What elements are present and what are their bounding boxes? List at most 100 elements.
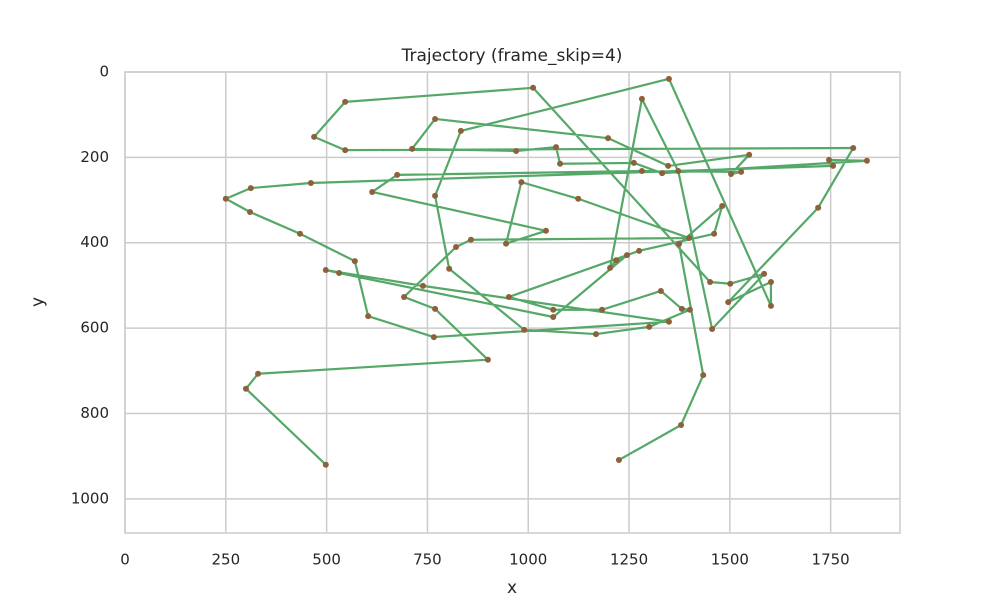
- plot-area: [125, 72, 900, 533]
- trajectory-point: [430, 334, 437, 341]
- trajectory-point: [767, 279, 774, 286]
- trajectory-point: [657, 287, 664, 294]
- trajectory-point: [709, 325, 716, 332]
- trajectory-point: [607, 264, 614, 271]
- trajectory-point: [630, 159, 637, 166]
- trajectory-point: [665, 75, 672, 82]
- trajectory-point: [255, 370, 262, 377]
- x-tick-label: 250: [211, 551, 240, 569]
- marks: [222, 75, 870, 468]
- x-tick-label: 1500: [711, 551, 749, 569]
- x-tick-label: 500: [312, 551, 341, 569]
- trajectory-point: [636, 247, 643, 254]
- trajectory-point: [575, 195, 582, 202]
- trajectory-point: [505, 293, 512, 300]
- trajectory-point: [557, 160, 564, 167]
- trajectory-point: [678, 422, 685, 429]
- trajectory-point: [457, 127, 464, 134]
- trajectory-point: [432, 192, 439, 199]
- trajectory-point: [624, 252, 631, 259]
- trajectory-point: [665, 162, 672, 169]
- trajectory-point: [700, 372, 707, 379]
- trajectory-point: [665, 318, 672, 325]
- trajectory-point: [521, 326, 528, 333]
- trajectory-point: [613, 257, 620, 264]
- trajectory-point: [686, 235, 693, 242]
- trajectory-point: [675, 168, 682, 175]
- y-tick-label: 0: [99, 63, 109, 81]
- y-tick-label: 600: [80, 319, 109, 337]
- trajectory-line: [224, 77, 869, 466]
- trajectory-point: [419, 282, 426, 289]
- trajectory-point: [659, 170, 666, 177]
- trajectory-point: [247, 185, 254, 192]
- trajectory-point: [484, 356, 491, 363]
- trajectory-point: [432, 305, 439, 312]
- trajectory-point: [830, 162, 837, 169]
- trajectory-point: [863, 157, 870, 164]
- trajectory-point: [850, 144, 857, 151]
- trajectory-point: [767, 302, 774, 309]
- trajectory-point: [725, 299, 732, 306]
- trajectory-point: [615, 457, 622, 464]
- trajectory-point: [542, 227, 549, 234]
- trajectory-point: [553, 144, 560, 151]
- trajectory-point: [646, 323, 653, 330]
- trajectory-point: [676, 241, 683, 248]
- trajectory-point: [518, 179, 525, 186]
- trajectory-point: [738, 168, 745, 175]
- trajectory-point: [513, 147, 520, 154]
- trajectory-point: [826, 156, 833, 163]
- x-tick-label: 750: [413, 551, 442, 569]
- x-tick-label: 0: [120, 551, 130, 569]
- x-tick-label: 1000: [509, 551, 547, 569]
- trajectory-point: [365, 313, 372, 320]
- trajectory-point: [530, 84, 537, 91]
- trajectory-point: [592, 331, 599, 338]
- y-axis-label: y: [28, 297, 48, 307]
- trajectory-point: [342, 147, 349, 154]
- trajectory-point: [815, 204, 822, 211]
- trajectory-point: [432, 115, 439, 122]
- trajectory-point: [369, 188, 376, 195]
- trajectory-point: [453, 244, 460, 251]
- trajectory-point: [307, 179, 314, 186]
- trajectory-point: [446, 265, 453, 272]
- trajectory-point: [599, 306, 606, 313]
- trajectory-point: [311, 133, 318, 140]
- trajectory-point: [727, 280, 734, 287]
- trajectory-point: [719, 203, 726, 210]
- trajectory-point: [222, 195, 229, 202]
- trajectory-point: [297, 230, 303, 237]
- trajectory-point: [336, 270, 343, 277]
- trajectory-point: [503, 240, 510, 247]
- trajectory-point: [242, 385, 249, 392]
- trajectory-point: [351, 258, 358, 265]
- x-tick-label: 1750: [812, 551, 850, 569]
- chart-title: Trajectory (frame_skip=4): [401, 46, 623, 66]
- x-tick-label: 1250: [610, 551, 648, 569]
- trajectory-point: [711, 230, 718, 237]
- trajectory-point: [409, 145, 416, 152]
- trajectory-point: [550, 314, 557, 321]
- trajectory-point: [342, 98, 349, 105]
- trajectory-point: [467, 236, 474, 243]
- y-tick-label: 400: [80, 233, 109, 251]
- trajectory-point: [247, 209, 253, 216]
- trajectory-point: [638, 168, 645, 175]
- trajectory-point: [728, 171, 735, 178]
- trajectory-point: [550, 306, 557, 313]
- plot-frame: [124, 71, 901, 534]
- trajectory-point: [401, 293, 408, 300]
- trajectory-point: [686, 306, 693, 313]
- trajectory-point: [322, 461, 329, 468]
- trajectory-point: [605, 135, 612, 142]
- trajectory-point: [746, 151, 753, 158]
- y-tick-label: 200: [80, 148, 109, 166]
- trajectory-point: [322, 267, 329, 274]
- y-tick-label: 1000: [71, 489, 109, 507]
- trajectory-point: [761, 270, 768, 277]
- trajectory-point: [678, 305, 685, 312]
